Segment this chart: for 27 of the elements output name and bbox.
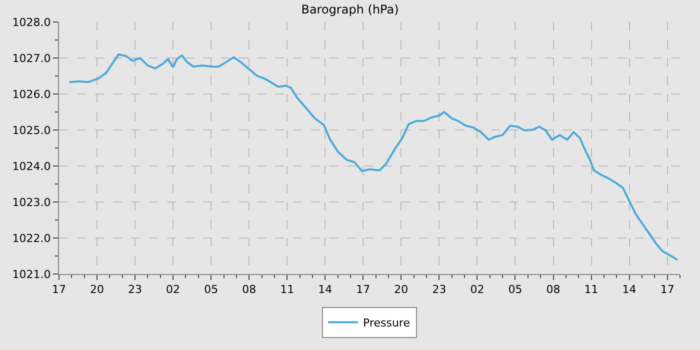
chart-title: Barograph (hPa) [301,2,399,17]
y-tick-label: 1021.0 [12,268,51,281]
y-tick-label: 1025.0 [12,124,51,137]
x-tick-label: 11 [584,283,598,296]
y-tick-label: 1024.0 [12,160,51,173]
y-tick-label: 1028.0 [12,16,51,29]
x-tick-label: 11 [280,283,294,296]
x-tick-label: 17 [52,283,66,296]
x-tick-label: 20 [90,283,104,296]
x-tick-label: 05 [508,283,522,296]
x-tick-label: 02 [166,283,180,296]
x-tick-label: 17 [356,283,370,296]
y-tick-label: 1026.0 [12,88,51,101]
y-tick-label: 1022.0 [12,232,51,245]
x-tick-label: 05 [204,283,218,296]
x-tick-label: 17 [660,283,674,296]
x-tick-label: 14 [318,283,332,296]
x-tick-label: 23 [128,283,142,296]
x-tick-label: 20 [394,283,408,296]
x-tick-label: 08 [546,283,560,296]
x-tick-label: 08 [242,283,256,296]
x-tick-label: 02 [470,283,484,296]
y-tick-label: 1023.0 [12,196,51,209]
x-tick-label: 23 [432,283,446,296]
legend-label: Pressure [363,316,410,330]
x-tick-label: 14 [622,283,636,296]
y-tick-label: 1027.0 [12,52,51,65]
